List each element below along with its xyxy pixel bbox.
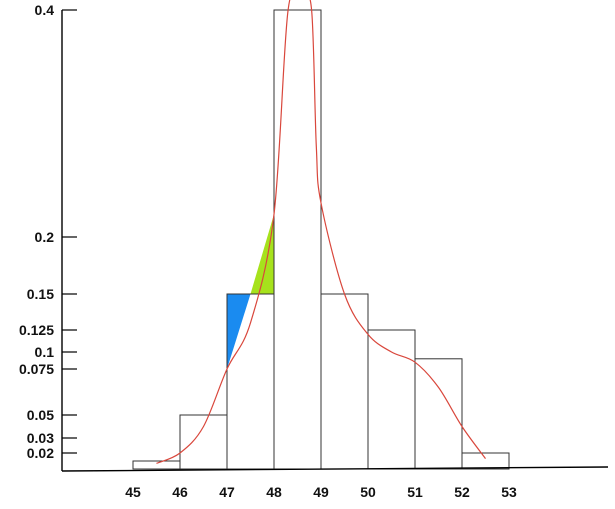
y-axis-ticks: 0.4 0.2 0.15 0.125 0.10.075 0.05 0.030.02 bbox=[19, 2, 77, 461]
histogram-bars bbox=[132, 9, 510, 470]
shaded-region-1 bbox=[227, 294, 251, 369]
y-tick-label: 0.02 bbox=[27, 445, 54, 461]
histogram-bar bbox=[367, 329, 416, 470]
axes bbox=[61, 10, 609, 472]
x-tick-label: 48 bbox=[266, 484, 282, 500]
histogram-bar bbox=[414, 358, 463, 470]
histogram-bar bbox=[132, 460, 181, 470]
y-tick-label: 0.1 bbox=[35, 344, 55, 360]
x-tick-label: 45 bbox=[125, 484, 141, 500]
histogram-bar bbox=[320, 293, 369, 470]
shaded-regions bbox=[227, 214, 274, 369]
x-tick-label: 53 bbox=[501, 484, 517, 500]
x-tick-label: 47 bbox=[219, 484, 235, 500]
x-tick-label: 51 bbox=[407, 484, 423, 500]
histogram-bar bbox=[179, 414, 228, 470]
x-tick-label: 50 bbox=[360, 484, 376, 500]
shaded-region-2 bbox=[250, 214, 274, 294]
y-tick-label: 0.4 bbox=[35, 2, 55, 18]
x-tick-label: 52 bbox=[454, 484, 470, 500]
x-axis-ticks: 45 46 47 48 49 50 51 52 53 bbox=[125, 484, 517, 500]
x-axis-line bbox=[61, 466, 609, 472]
y-tick-label: 0.15 bbox=[27, 286, 54, 302]
density-curve-layer bbox=[156, 0, 486, 464]
y-tick-label: 0.05 bbox=[27, 407, 54, 423]
y-tick-label: 0.125 bbox=[19, 322, 54, 338]
y-tick-label: 0.2 bbox=[35, 229, 55, 245]
x-tick-label: 49 bbox=[313, 484, 329, 500]
y-tick-label: 0.03 bbox=[27, 430, 54, 446]
density-curve bbox=[156, 0, 486, 464]
histogram-bar bbox=[461, 452, 510, 470]
y-tick-label: 0.075 bbox=[19, 361, 54, 377]
x-tick-label: 46 bbox=[172, 484, 188, 500]
